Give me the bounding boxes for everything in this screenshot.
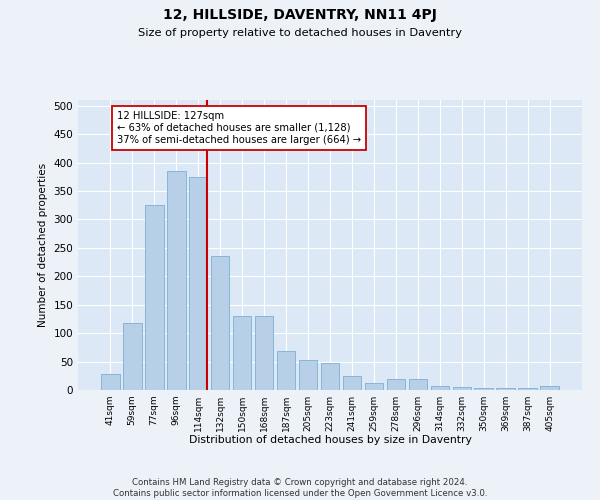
Bar: [475, 388, 493, 390]
Bar: [211, 256, 229, 390]
Bar: [233, 316, 251, 390]
Text: Contains HM Land Registry data © Crown copyright and database right 2024.
Contai: Contains HM Land Registry data © Crown c…: [113, 478, 487, 498]
Bar: [145, 205, 164, 390]
Bar: [365, 382, 383, 390]
Text: Distribution of detached houses by size in Daventry: Distribution of detached houses by size …: [188, 435, 472, 445]
Text: 12 HILLSIDE: 127sqm
← 63% of detached houses are smaller (1,128)
37% of semi-det: 12 HILLSIDE: 127sqm ← 63% of detached ho…: [117, 112, 361, 144]
Bar: [386, 378, 405, 390]
Bar: [123, 323, 142, 390]
Bar: [167, 171, 185, 390]
Bar: [409, 378, 427, 390]
Y-axis label: Number of detached properties: Number of detached properties: [38, 163, 48, 327]
Bar: [320, 362, 340, 390]
Bar: [541, 386, 559, 390]
Bar: [189, 177, 208, 390]
Bar: [299, 360, 317, 390]
Bar: [277, 352, 295, 390]
Bar: [101, 374, 119, 390]
Bar: [452, 387, 471, 390]
Bar: [343, 376, 361, 390]
Text: 12, HILLSIDE, DAVENTRY, NN11 4PJ: 12, HILLSIDE, DAVENTRY, NN11 4PJ: [163, 8, 437, 22]
Text: Size of property relative to detached houses in Daventry: Size of property relative to detached ho…: [138, 28, 462, 38]
Bar: [496, 388, 515, 390]
Bar: [255, 316, 274, 390]
Bar: [518, 388, 537, 390]
Bar: [431, 386, 449, 390]
